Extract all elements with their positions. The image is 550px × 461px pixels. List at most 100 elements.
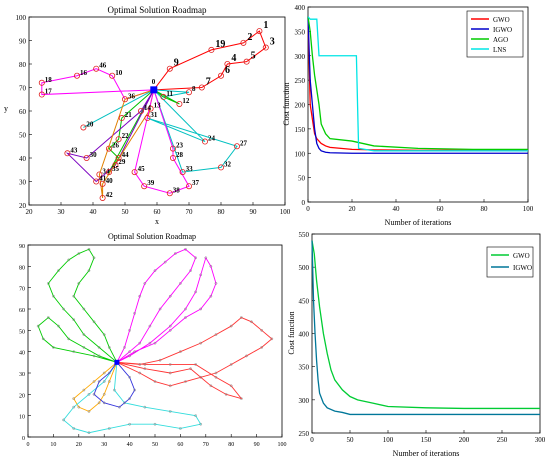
customer-node (153, 380, 157, 383)
customer-node (122, 96, 129, 103)
route-line (116, 361, 243, 400)
route-line (147, 89, 238, 173)
customer-node (106, 169, 113, 176)
convergence-top-legend-label: LNS (493, 46, 506, 54)
customer-node (57, 324, 60, 328)
customer-node (194, 363, 197, 366)
customer-node (74, 72, 81, 79)
customer-node (107, 346, 111, 349)
customer-node (208, 46, 215, 53)
customer-node (179, 169, 186, 176)
customer-node (77, 405, 81, 409)
convergence-top-ytick-label: 300 (295, 53, 306, 61)
roadmap-top-ytick-label: 80 (19, 61, 27, 69)
customer-node (102, 333, 106, 336)
roadmap-bottom-xtick-label: 80 (228, 442, 234, 448)
customer-node (107, 380, 111, 383)
customer-node (102, 401, 106, 405)
node-label: 24 (208, 135, 216, 143)
customer-node (217, 72, 224, 79)
roadmap-bottom-ytick-label: 70 (19, 287, 25, 293)
customer-node (92, 354, 96, 358)
convergence-bottom-xtick-label: 150 (421, 436, 432, 444)
roadmap-top-ytick-label: 100 (16, 14, 27, 22)
route-line (93, 362, 136, 408)
customer-node (92, 392, 96, 396)
node-label: 19 (215, 39, 225, 50)
customer-node (209, 294, 213, 298)
customer-node (62, 418, 65, 422)
customer-node (46, 316, 50, 319)
node-label: 26 (112, 142, 120, 150)
convergence-bottom-xtick-label: 200 (459, 436, 470, 444)
roadmap-top-title: Optimal Solution Roadmap (108, 5, 207, 15)
node-label: 38 (173, 186, 181, 194)
customer-node (199, 273, 203, 277)
customer-node (243, 58, 250, 65)
customer-node (214, 375, 218, 379)
roadmap-bottom-xtick-label: 90 (254, 442, 260, 448)
customer-node (240, 316, 243, 319)
route-line (116, 248, 197, 363)
customer-node (148, 341, 152, 345)
node-label: 39 (147, 179, 155, 187)
node-label: 5 (251, 51, 256, 62)
node-label: 41 (99, 175, 107, 183)
customer-node (209, 264, 213, 268)
convergence-top-ytick-label: 350 (295, 28, 306, 36)
roadmap-bottom-xtick-label: 20 (76, 442, 82, 448)
customer-node (214, 371, 218, 375)
customer-node (147, 105, 154, 112)
customer-node (128, 354, 131, 358)
customer-node (92, 320, 96, 324)
roadmap-bottom-xtick-label: 100 (278, 442, 287, 448)
customer-node (143, 405, 147, 409)
convergence-top-xtick-label: 20 (349, 205, 357, 213)
convergence-top-series-line (307, 16, 528, 152)
customer-node (72, 397, 76, 400)
route-line (65, 89, 155, 183)
customer-node (144, 115, 151, 122)
convergence-bottom-xtick-label: 250 (497, 436, 508, 444)
node-label: 30 (90, 151, 98, 159)
convergence-top-legend-label: GWO (493, 16, 510, 24)
customer-node (93, 65, 100, 72)
customer-node (153, 269, 157, 272)
customer-node (179, 427, 182, 430)
customer-node (72, 294, 76, 298)
customer-node (106, 145, 113, 152)
customer-node (163, 260, 167, 264)
route-line (73, 361, 118, 412)
depot-marker (150, 86, 158, 94)
customer-node (270, 337, 274, 341)
customer-node (118, 405, 121, 409)
customer-node (204, 256, 208, 260)
node-label: 42 (106, 191, 114, 199)
customer-node (179, 282, 182, 285)
customer-node (109, 72, 116, 79)
customer-node (128, 375, 131, 379)
route-line (153, 89, 180, 105)
convergence-top-xlabel: Number of iterations (385, 218, 452, 227)
customer-node (83, 154, 90, 161)
roadmap-bottom-xtick-label: 60 (177, 442, 183, 448)
customer-node (57, 269, 60, 272)
roadmap-bottom-ytick-label: 10 (19, 415, 25, 421)
customer-node (240, 39, 247, 46)
node-label: 28 (176, 151, 184, 159)
customer-node (199, 341, 203, 345)
customer-node (141, 183, 148, 190)
customer-node (87, 431, 91, 435)
node-label: 22 (122, 132, 130, 140)
customer-node (184, 247, 187, 251)
roadmap-top-xtick-label: 80 (218, 208, 226, 216)
customer-node (92, 256, 96, 260)
customer-node (184, 316, 187, 319)
convergence-bottom-ytick-label: 350 (299, 364, 310, 372)
customer-node (189, 269, 192, 272)
customer-node (229, 324, 233, 328)
convergence-top-ytick-label: 50 (298, 175, 306, 183)
customer-node (166, 65, 173, 72)
convergence-top-ytick-label: 100 (295, 150, 306, 158)
customer-node (113, 388, 116, 392)
